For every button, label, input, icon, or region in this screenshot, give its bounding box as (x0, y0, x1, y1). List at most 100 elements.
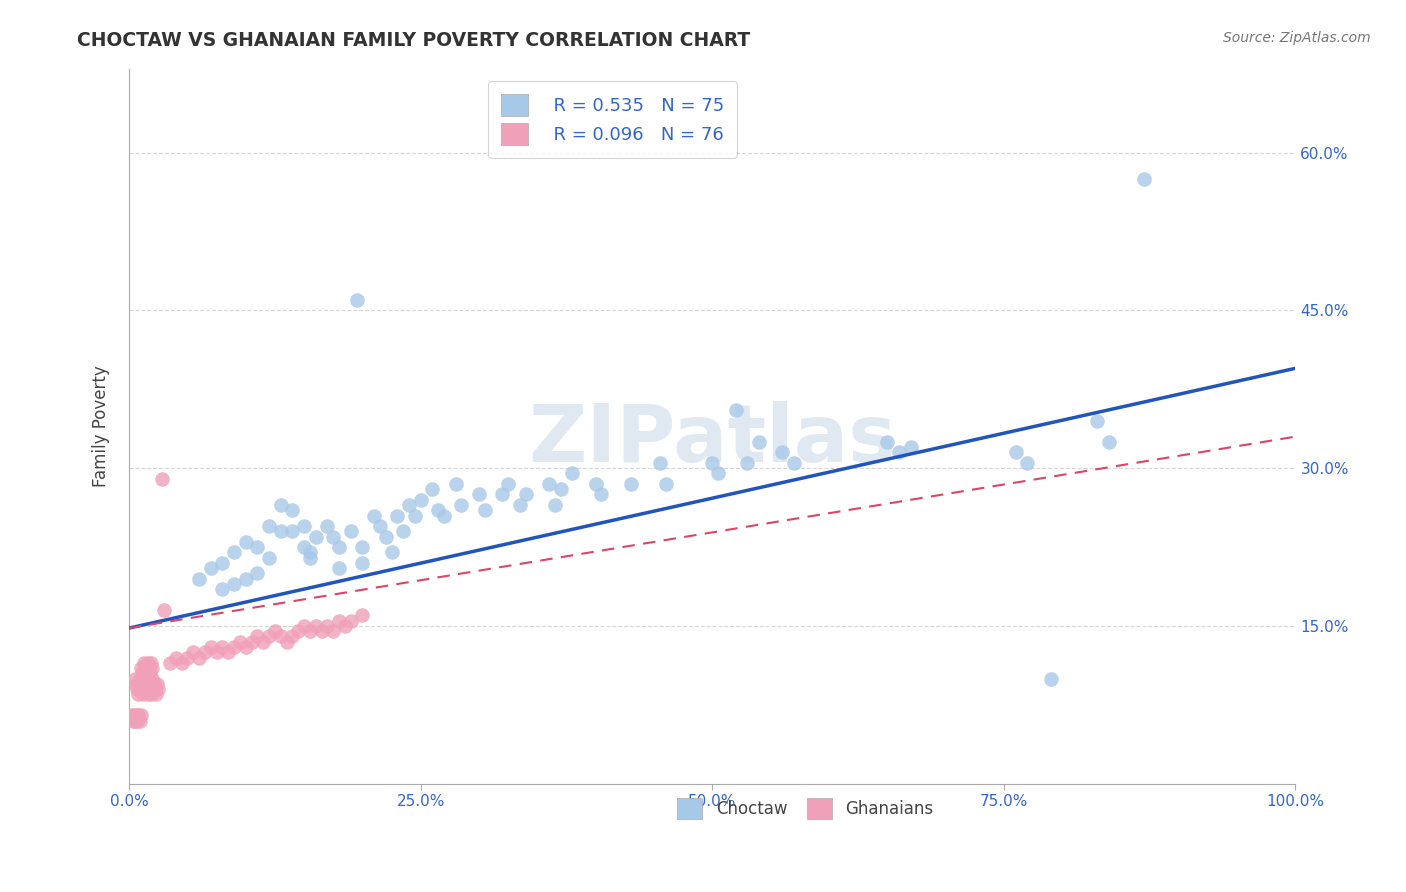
Point (141, 661, 163, 675)
Point (496, 477, 519, 491)
Point (153, 603, 176, 617)
Point (128, 672, 150, 686)
Point (141, 687, 163, 701)
Point (491, 487, 513, 501)
Point (298, 624, 321, 639)
Point (127, 687, 149, 701)
Point (121, 714, 143, 728)
Point (322, 624, 344, 639)
Point (339, 524, 361, 539)
Point (368, 519, 391, 533)
Point (257, 550, 280, 565)
Point (257, 630, 280, 644)
Point (125, 708, 148, 723)
Point (246, 566, 269, 581)
Point (120, 708, 142, 723)
Point (132, 687, 155, 701)
Point (257, 519, 280, 533)
Point (129, 677, 152, 691)
Point (217, 645, 239, 659)
Point (420, 482, 443, 496)
Point (141, 656, 163, 670)
Point (222, 640, 245, 654)
Text: CHOCTAW VS GHANAIAN FAMILY POVERTY CORRELATION CHART: CHOCTAW VS GHANAIAN FAMILY POVERTY CORRE… (77, 31, 751, 50)
Point (900, 440, 922, 454)
Point (124, 672, 146, 686)
Point (131, 666, 153, 681)
Point (339, 614, 361, 628)
Y-axis label: Family Poverty: Family Poverty (93, 365, 110, 487)
Point (136, 656, 159, 670)
Point (252, 634, 274, 648)
Point (444, 477, 467, 491)
Point (125, 677, 148, 691)
Point (333, 619, 356, 633)
Point (561, 467, 583, 481)
Point (387, 508, 409, 523)
Point (1004, 445, 1026, 459)
Point (235, 534, 257, 549)
Point (328, 561, 350, 575)
Point (127, 708, 149, 723)
Point (509, 498, 531, 512)
Point (544, 498, 567, 512)
Point (122, 708, 145, 723)
Point (328, 614, 350, 628)
Point (654, 477, 676, 491)
Point (427, 503, 450, 517)
Point (707, 467, 730, 481)
Point (316, 619, 339, 633)
Point (222, 577, 245, 591)
Point (188, 650, 211, 665)
Point (200, 561, 222, 575)
Point (136, 687, 159, 701)
Point (159, 656, 181, 670)
Point (145, 687, 167, 701)
Point (276, 634, 298, 648)
Point (235, 640, 257, 654)
Point (229, 634, 252, 648)
Point (398, 498, 420, 512)
Point (211, 640, 233, 654)
Legend: Choctaw, Ghanaians: Choctaw, Ghanaians (671, 792, 941, 825)
Point (139, 666, 162, 681)
Point (135, 666, 157, 681)
Point (724, 403, 747, 417)
Point (131, 682, 153, 697)
Point (211, 556, 233, 570)
Point (1039, 672, 1062, 686)
Point (748, 434, 770, 449)
Point (129, 708, 152, 723)
Point (281, 503, 304, 517)
Point (352, 608, 374, 623)
Point (648, 456, 671, 470)
Point (770, 445, 793, 459)
Point (141, 672, 163, 686)
Point (305, 530, 328, 544)
Point (240, 634, 263, 648)
Point (887, 445, 910, 459)
Point (281, 524, 304, 539)
Point (264, 624, 287, 639)
Point (1133, 172, 1156, 186)
Point (468, 487, 491, 501)
Point (1017, 456, 1039, 470)
Point (433, 508, 456, 523)
Point (298, 545, 321, 559)
Point (404, 508, 426, 523)
Point (1085, 414, 1108, 428)
Point (139, 682, 162, 697)
Point (702, 456, 724, 470)
Point (132, 672, 155, 686)
Point (298, 550, 321, 565)
Point (287, 624, 309, 639)
Point (143, 682, 166, 697)
Point (735, 456, 758, 470)
Point (450, 498, 472, 512)
Point (270, 498, 292, 512)
Point (270, 524, 292, 539)
Point (363, 508, 385, 523)
Point (585, 477, 607, 491)
Point (620, 477, 643, 491)
Point (127, 682, 149, 697)
